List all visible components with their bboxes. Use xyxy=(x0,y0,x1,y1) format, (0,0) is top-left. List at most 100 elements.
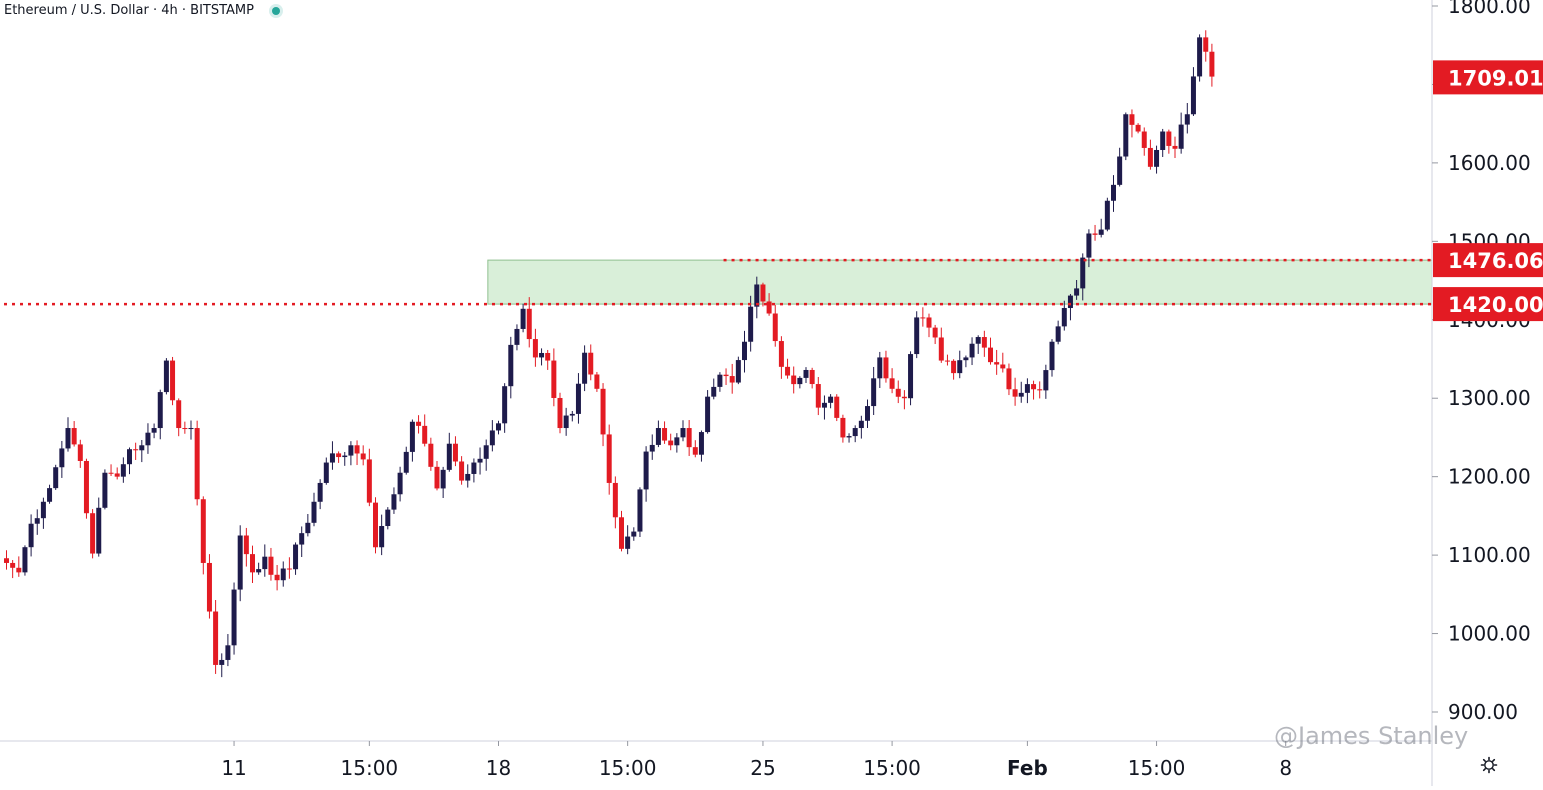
candle-body xyxy=(1006,368,1012,390)
candle-body xyxy=(1172,145,1178,149)
candle-body xyxy=(662,428,668,441)
x-tick-label: Feb xyxy=(1007,756,1048,780)
candle-body xyxy=(145,432,151,446)
candle-body xyxy=(397,472,403,495)
candle-body xyxy=(637,489,643,532)
candle-body xyxy=(1111,184,1116,201)
candle-body xyxy=(59,448,65,468)
candle-body xyxy=(932,327,938,338)
candle-body xyxy=(139,445,145,451)
candle-body xyxy=(631,531,637,537)
candle-body xyxy=(526,308,532,340)
candle-body xyxy=(286,568,292,570)
x-tick-label: 15:00 xyxy=(863,756,921,780)
y-tick-label: 1200.00 xyxy=(1448,465,1531,489)
y-tick-label: 900.00 xyxy=(1448,700,1518,724)
resistance-zone xyxy=(487,259,1433,305)
x-tick-label: 18 xyxy=(486,756,511,780)
candle-body xyxy=(649,444,655,452)
candle-body xyxy=(1049,341,1055,371)
candle-body xyxy=(532,339,538,358)
candle-body xyxy=(440,469,446,489)
candle-body xyxy=(1012,389,1018,397)
candle-body xyxy=(502,386,508,424)
candle-body xyxy=(342,455,348,458)
candle-body xyxy=(206,562,212,612)
candle-body xyxy=(551,360,557,398)
settings-gear-icon[interactable] xyxy=(1478,754,1500,776)
candle-body xyxy=(1061,308,1067,327)
candle-body xyxy=(674,437,680,446)
candle-body xyxy=(563,415,569,429)
level-price-label: 1476.06 xyxy=(1448,249,1543,273)
candle-body xyxy=(477,458,483,463)
candle-body xyxy=(840,417,846,438)
candle-body xyxy=(299,533,305,545)
candle-body xyxy=(151,428,157,433)
symbol-name: Ethereum / U.S. Dollar xyxy=(4,3,149,18)
author-watermark: @James Stanley xyxy=(1274,722,1468,750)
candle-body xyxy=(120,464,126,477)
candle-body xyxy=(237,535,243,590)
candle-body xyxy=(994,362,1000,365)
candle-body xyxy=(514,328,520,345)
watermark-text: @James Stanley xyxy=(1274,722,1469,750)
candle-body xyxy=(865,406,870,421)
candle-body xyxy=(944,360,950,362)
candle-body xyxy=(1203,37,1209,52)
candle-body xyxy=(157,392,163,429)
candle-body xyxy=(834,396,840,418)
candle-body xyxy=(766,301,772,314)
candle-body xyxy=(379,526,385,548)
candle-body xyxy=(1031,384,1037,390)
symbol-legend[interactable]: Ethereum / U.S. Dollar · 4h · BITSTAMP xyxy=(4,3,280,18)
candle-body xyxy=(539,352,545,358)
x-tick-label: 8 xyxy=(1279,756,1292,780)
candle-body xyxy=(489,430,495,446)
candle-body xyxy=(108,472,114,474)
candle-body xyxy=(225,645,231,660)
candle-body xyxy=(594,374,600,389)
candle-body xyxy=(901,396,907,399)
candle-body xyxy=(311,501,317,523)
candle-body xyxy=(71,428,77,445)
candle-body xyxy=(102,472,108,508)
candle-body xyxy=(705,396,711,433)
candle-body xyxy=(1024,384,1030,393)
last-price-label-bg xyxy=(1433,60,1543,95)
candle-body xyxy=(803,369,809,378)
candle-body xyxy=(90,513,96,554)
candle-body xyxy=(852,428,858,437)
candle-body xyxy=(96,507,102,554)
candle-body xyxy=(1104,200,1110,230)
candle-body xyxy=(692,447,698,455)
candle-body xyxy=(723,374,729,377)
candle-body xyxy=(711,386,717,397)
candle-body xyxy=(791,375,797,385)
candle-body xyxy=(434,466,440,489)
candle-body xyxy=(643,451,649,490)
candle-body xyxy=(1000,364,1006,369)
y-tick-label: 1600.00 xyxy=(1448,151,1531,175)
candle-body xyxy=(557,397,563,429)
candle-body xyxy=(268,556,274,575)
candle-body xyxy=(1098,229,1104,235)
candle-body xyxy=(981,337,987,348)
candle-body xyxy=(1043,370,1049,391)
candle-body xyxy=(256,569,262,573)
candle-body xyxy=(797,377,803,385)
candle-body xyxy=(305,522,311,534)
candle-body xyxy=(114,473,120,477)
candle-body xyxy=(329,453,335,463)
candle-body xyxy=(1074,288,1080,296)
candle-body xyxy=(1166,131,1172,146)
candle-body xyxy=(262,556,268,570)
legend-sep: · xyxy=(148,3,162,18)
candle-body xyxy=(1147,147,1153,167)
candle-body xyxy=(280,568,286,581)
candle-body xyxy=(231,589,237,646)
candle-body xyxy=(575,383,581,414)
candle-body xyxy=(360,453,366,460)
candle-body xyxy=(465,473,471,481)
